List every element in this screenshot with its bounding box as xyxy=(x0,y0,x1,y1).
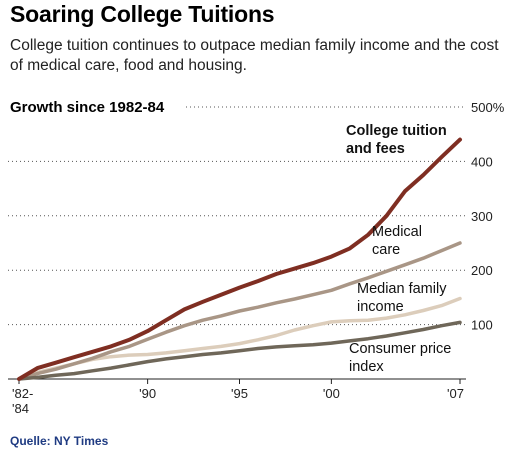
series-label-college-tuition-and-fees-2: and fees xyxy=(346,141,405,157)
chart-subtitle: College tuition continues to outpace med… xyxy=(10,37,499,74)
series-label-college-tuition-and-fees-1: College tuition xyxy=(346,123,447,139)
y-tick-label-300: 300 xyxy=(471,209,493,224)
series-label-consumer-price-index-2: index xyxy=(349,359,384,375)
x-tick-label-2000: '00 xyxy=(323,386,340,401)
x-tick-label-2007: '07 xyxy=(447,386,464,401)
x-tick-label-1995: '95 xyxy=(231,386,248,401)
series-label-medical-care-1: Medical xyxy=(372,224,422,240)
series-line-consumer-price-index xyxy=(17,320,462,381)
x-tick-label-1990: '90 xyxy=(139,386,156,401)
source-credit: Quelle: NY Times xyxy=(10,434,109,448)
chart-title: Soaring College Tuitions xyxy=(10,1,275,27)
y-tick-label-500: 500% xyxy=(471,100,505,115)
x-tick-label-1983-2: '84 xyxy=(12,401,29,416)
y-tick-label-400: 400 xyxy=(471,154,493,169)
series-label-median-family-income-2: income xyxy=(357,299,404,315)
series-line-medical-care xyxy=(17,241,462,381)
chart-heading: Growth since 1982-84 xyxy=(10,99,165,116)
line-chart: Growth since 1982-84 100 200 300 400 500% '82-… xyxy=(8,99,505,416)
series-label-medical-care-2: care xyxy=(372,242,400,258)
series-label-consumer-price-index-1: Consumer price xyxy=(349,341,451,357)
y-tick-label-100: 100 xyxy=(471,318,493,333)
x-tick-label-1983-1: '82- xyxy=(12,386,33,401)
series-line-college-tuition-and-fees xyxy=(17,137,462,381)
series-label-median-family-income-1: Median family xyxy=(357,281,447,297)
y-tick-label-200: 200 xyxy=(471,263,493,278)
